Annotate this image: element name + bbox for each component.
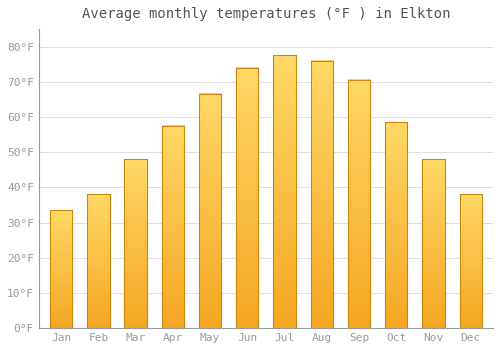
Bar: [50, 210, 72, 328]
Bar: [274, 55, 295, 328]
Bar: [199, 94, 222, 328]
Bar: [310, 61, 333, 328]
Bar: [422, 159, 444, 328]
Bar: [124, 159, 147, 328]
Bar: [87, 195, 110, 328]
Bar: [236, 68, 258, 328]
Bar: [385, 122, 407, 328]
Title: Average monthly temperatures (°F ) in Elkton: Average monthly temperatures (°F ) in El…: [82, 7, 450, 21]
Bar: [348, 80, 370, 328]
Bar: [162, 126, 184, 328]
Bar: [460, 195, 482, 328]
